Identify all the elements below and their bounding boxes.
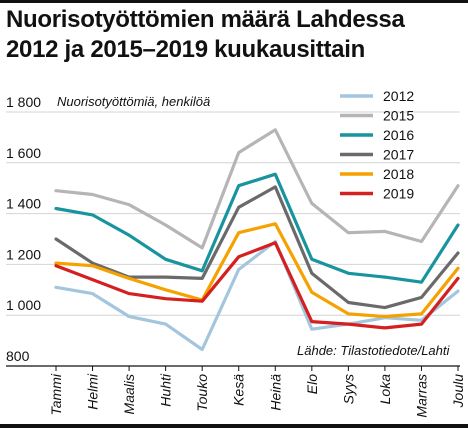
x-tick-label: Touko	[194, 374, 210, 412]
y-tick-label: 1 200	[6, 246, 41, 262]
legend-label: 2016	[383, 127, 414, 143]
x-tick-label: Tammi	[48, 373, 64, 415]
bottom-rule	[0, 424, 468, 428]
title-line-2: 2012 ja 2015–2019 kuukausittain	[6, 36, 365, 63]
y-tick-label: 1 800	[6, 94, 41, 110]
x-tick-label: Huhti	[158, 373, 174, 407]
y-tick-label: 800	[6, 348, 30, 364]
title-line-1: Nuorisotyöttömien määrä Lahdessa	[6, 6, 405, 33]
y-axis-label: Nuorisotyöttömiä, henkilöä	[57, 94, 210, 109]
x-tick-label: Kesä	[231, 374, 247, 406]
legend-label: 2018	[383, 166, 414, 182]
x-tick-label: Loka	[377, 374, 393, 405]
series-line-2015	[54, 128, 460, 250]
x-tick-label: Heinä	[267, 374, 283, 411]
series-line-2018	[54, 222, 460, 319]
x-tick-label: Syys	[340, 374, 356, 404]
series-line-2012	[54, 239, 460, 352]
y-tick-label: 1 600	[6, 145, 41, 161]
x-tick-label: Joulu	[450, 374, 466, 409]
top-rule	[0, 0, 468, 3]
x-tick-label: Helmi	[85, 373, 101, 410]
legend-label: 2017	[383, 147, 414, 163]
y-tick-label: 1 000	[6, 297, 41, 313]
legend-label: 2015	[383, 108, 414, 124]
y-tick-label: 1 400	[6, 196, 41, 212]
x-tick-label: Maalis	[121, 374, 137, 414]
chart-title: Nuorisotyöttömien määrä Lahdessa 2012 ja…	[6, 5, 466, 65]
series-line-2019	[54, 241, 460, 330]
x-tick-label: Elo	[304, 374, 320, 394]
series-line-2016	[54, 172, 460, 284]
legend-label: 2012	[383, 88, 414, 104]
legend-label: 2019	[383, 186, 414, 202]
x-tick-label: Marras	[413, 374, 429, 418]
source-note: Lähde: Tilastotiedote/Lahti	[297, 343, 450, 358]
